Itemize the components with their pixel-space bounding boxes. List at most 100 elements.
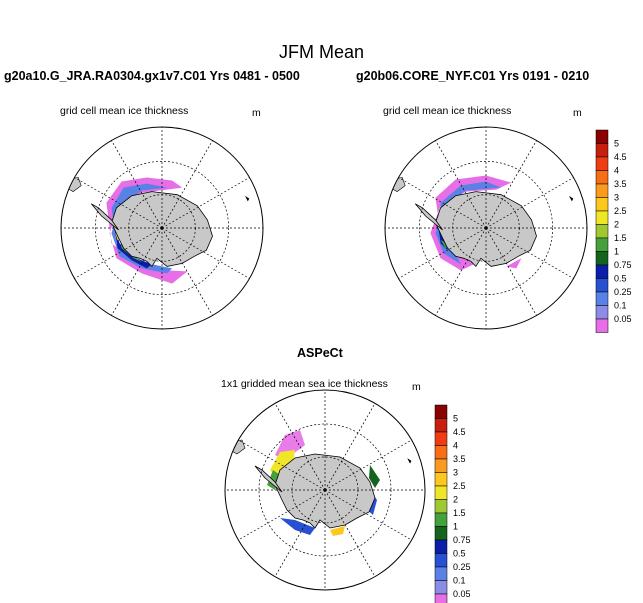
left-map-new-zealand bbox=[206, 318, 215, 327]
bottom-colorbar-label-2: 4 bbox=[453, 441, 458, 451]
right-panel-header: g20b06.CORE_NYF.C01 Yrs 0191 - 0210 bbox=[356, 69, 590, 83]
left-map-meridian-10 bbox=[161, 140, 213, 229]
bottom-panel-unit: m bbox=[412, 381, 421, 393]
right-map-meridian-7 bbox=[398, 177, 487, 229]
right-colorbar-swatch-11 bbox=[595, 278, 609, 293]
bottom-colorbar-label-4: 3 bbox=[453, 468, 458, 478]
bottom-colorbar-swatch-13 bbox=[434, 580, 448, 595]
right-map-peninsula bbox=[414, 203, 443, 231]
bottom-colorbar-swatch-11 bbox=[434, 553, 448, 568]
right-map-meridian-1 bbox=[485, 227, 574, 279]
right-colorbar-swatch-14 bbox=[595, 318, 609, 333]
left-map-lat-circle-1 bbox=[94, 160, 230, 296]
bottom-colorbar-swatch-3 bbox=[434, 445, 448, 460]
left-map bbox=[60, 126, 264, 330]
bottom-colorbar: 5 4.5 4 3.5 3 2.5 2 1.5 1 0.75 0.5 0.25 0.1 0.05 bbox=[434, 404, 471, 603]
left-map-meridian-11 bbox=[161, 177, 250, 229]
right-colorbar-label-11: 0.25 bbox=[614, 287, 632, 297]
right-colorbar-swatch-10 bbox=[595, 264, 609, 279]
right-colorbar-swatch-5 bbox=[595, 197, 609, 212]
right-colorbar-label-5: 2.5 bbox=[614, 206, 627, 216]
right-map-new-zealand bbox=[530, 318, 539, 327]
bottom-panel-subtitle: 1x1 gridded mean sea ice thickness bbox=[221, 378, 388, 390]
bottom-colorbar-swatch-10 bbox=[434, 539, 448, 554]
left-panel-unit: m bbox=[252, 107, 261, 119]
right-colorbar-swatch-2 bbox=[595, 156, 609, 171]
bottom-map-meridian-4 bbox=[274, 489, 326, 577]
right-map-meridian-11 bbox=[485, 177, 574, 229]
bottom-map-ice-green bbox=[267, 470, 280, 490]
right-colorbar-label-9: 0.75 bbox=[614, 260, 632, 270]
bottom-colorbar-label-12: 0.1 bbox=[453, 576, 466, 586]
right-map bbox=[384, 126, 588, 330]
right-colorbar-label-0: 5 bbox=[614, 139, 619, 149]
right-colorbar-swatch-12 bbox=[595, 291, 609, 306]
right-map-meridian-4 bbox=[435, 227, 487, 316]
bottom-colorbar-swatch-12 bbox=[434, 566, 448, 581]
right-colorbar-label-6: 2 bbox=[614, 220, 619, 230]
right-map-ice-ross-pink bbox=[506, 258, 522, 269]
left-map-meridian-1 bbox=[161, 227, 250, 279]
bottom-map-meridian-1 bbox=[324, 489, 412, 541]
left-map-meridian-7 bbox=[74, 177, 163, 229]
right-colorbar-swatch-8 bbox=[595, 237, 609, 252]
right-map-lat-circle-1 bbox=[418, 160, 554, 296]
right-colorbar-label-12: 0.1 bbox=[614, 301, 627, 311]
left-map-meridian-2 bbox=[161, 227, 213, 316]
bottom-colorbar-label-1: 4.5 bbox=[453, 427, 466, 437]
bottom-map-meridian-7 bbox=[238, 439, 326, 491]
right-map-kerguelen bbox=[569, 195, 574, 202]
right-colorbar-label-8: 1 bbox=[614, 247, 619, 257]
right-colorbar-swatch-13 bbox=[595, 305, 609, 320]
right-colorbar: 5 4.5 4 3.5 3 2.5 2 1.5 1 0.75 0.5 0.25 0.1 0.05 bbox=[595, 129, 632, 333]
bottom-colorbar-label-7: 1.5 bbox=[453, 508, 466, 518]
right-colorbar-swatch-7 bbox=[595, 224, 609, 239]
bottom-colorbar-label-0: 5 bbox=[453, 414, 458, 424]
left-panel-header: g20a10.G_JRA.RA0304.gx1v7.C01 Yrs 0481 -… bbox=[4, 69, 300, 83]
bottom-colorbar-label-8: 1 bbox=[453, 522, 458, 532]
bottom-map-kerguelen bbox=[407, 458, 412, 464]
bottom-colorbar-swatch-8 bbox=[434, 512, 448, 527]
bottom-colorbar-label-13: 0.05 bbox=[453, 589, 471, 599]
bottom-map-new-zealand bbox=[369, 579, 378, 588]
left-map-meridian-8 bbox=[111, 140, 163, 229]
bottom-map-meridian-10 bbox=[324, 403, 376, 491]
bottom-colorbar-label-10: 0.5 bbox=[453, 549, 466, 559]
left-map-border bbox=[60, 126, 264, 330]
right-colorbar-swatch-6 bbox=[595, 210, 609, 225]
bottom-colorbar-swatch-14 bbox=[434, 593, 448, 603]
right-colorbar-label-10: 0.5 bbox=[614, 274, 627, 284]
bottom-colorbar-swatch-4 bbox=[434, 458, 448, 473]
bottom-colorbar-swatch-2 bbox=[434, 431, 448, 446]
bottom-colorbar-swatch-9 bbox=[434, 526, 448, 541]
bottom-colorbar-swatch-0 bbox=[434, 404, 448, 419]
right-colorbar-swatch-9 bbox=[595, 251, 609, 266]
figure-title: JFM Mean bbox=[278, 42, 365, 62]
left-map-meridian-4 bbox=[111, 227, 163, 316]
bottom-map-peninsula bbox=[254, 465, 283, 493]
bottom-colorbar-label-5: 2.5 bbox=[453, 481, 466, 491]
bottom-map-ice-blue bbox=[280, 518, 315, 535]
right-map-border bbox=[384, 126, 588, 330]
bottom-colorbar-swatch-7 bbox=[434, 499, 448, 514]
right-colorbar-swatch-0 bbox=[595, 129, 609, 144]
right-map-meridian-8 bbox=[435, 140, 487, 229]
bottom-map-meridian-5 bbox=[238, 489, 326, 541]
bottom-map-meridian-2 bbox=[324, 489, 376, 577]
bottom-map-meridian-11 bbox=[324, 439, 412, 491]
right-map-meridian-5 bbox=[398, 227, 487, 279]
right-map-meridian-2 bbox=[485, 227, 537, 316]
bottom-panel-header: ASPeCt bbox=[297, 346, 343, 360]
bottom-map-border bbox=[224, 389, 426, 591]
bottom-colorbar-label-6: 2 bbox=[453, 495, 458, 505]
bottom-map-meridian-8 bbox=[274, 403, 326, 491]
bottom-colorbar-label-9: 0.75 bbox=[453, 535, 471, 545]
bottom-colorbar-swatch-6 bbox=[434, 485, 448, 500]
left-map-meridian-5 bbox=[74, 227, 163, 279]
right-colorbar-swatch-3 bbox=[595, 170, 609, 185]
right-colorbar-label-7: 1.5 bbox=[614, 233, 627, 243]
right-colorbar-swatch-4 bbox=[595, 183, 609, 198]
right-colorbar-label-13: 0.05 bbox=[614, 314, 632, 324]
bottom-colorbar-swatch-5 bbox=[434, 472, 448, 487]
